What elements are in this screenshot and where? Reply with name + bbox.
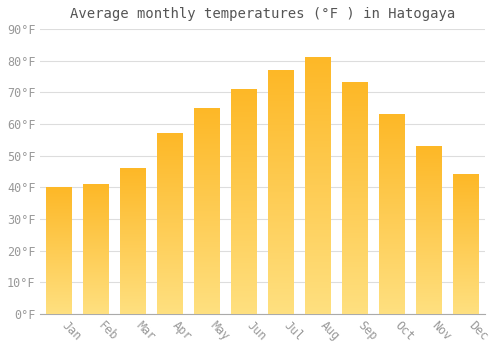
Title: Average monthly temperatures (°F ) in Hatogaya: Average monthly temperatures (°F ) in Ha…: [70, 7, 455, 21]
